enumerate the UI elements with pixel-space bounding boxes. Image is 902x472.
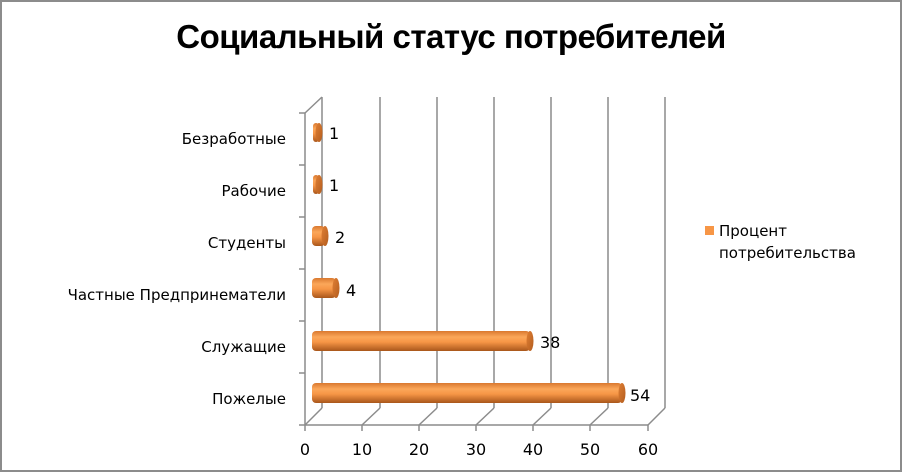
- legend-label: Процент потребительства: [719, 222, 856, 262]
- x-tick-label: 20: [409, 440, 429, 459]
- legend-swatch-icon: [705, 226, 714, 235]
- bar-elderly[interactable]: [312, 383, 626, 403]
- chart-title: Социальный статус потребителей: [176, 18, 726, 55]
- category-label: Безработные: [182, 130, 286, 148]
- value-label: 1: [329, 176, 339, 195]
- value-label: 38: [540, 333, 560, 352]
- x-tick-label: 60: [638, 440, 658, 459]
- category-label: Служащие: [201, 338, 286, 356]
- bar-students[interactable]: [312, 226, 329, 246]
- x-tick-label: 10: [352, 440, 372, 459]
- bar-employees[interactable]: [312, 331, 534, 351]
- category-label: Студенты: [208, 234, 286, 252]
- x-tick-label: 0: [300, 440, 310, 459]
- value-label: 1: [329, 124, 339, 143]
- bar-entrepreneurs[interactable]: [312, 278, 340, 298]
- x-tick-label: 30: [466, 440, 486, 459]
- value-label: 54: [630, 386, 650, 405]
- value-label: 4: [346, 281, 356, 300]
- x-tick-label: 50: [580, 440, 600, 459]
- gridlines: [299, 96, 666, 431]
- bar-unemployed[interactable]: [313, 123, 323, 142]
- bar-workers[interactable]: [313, 175, 323, 194]
- category-label: Рабочие: [221, 182, 286, 200]
- x-tick-label: 40: [523, 440, 543, 459]
- category-label: Пожелые: [212, 390, 286, 408]
- value-label: 2: [335, 228, 345, 247]
- category-label: Частные Предпринематели: [68, 286, 286, 304]
